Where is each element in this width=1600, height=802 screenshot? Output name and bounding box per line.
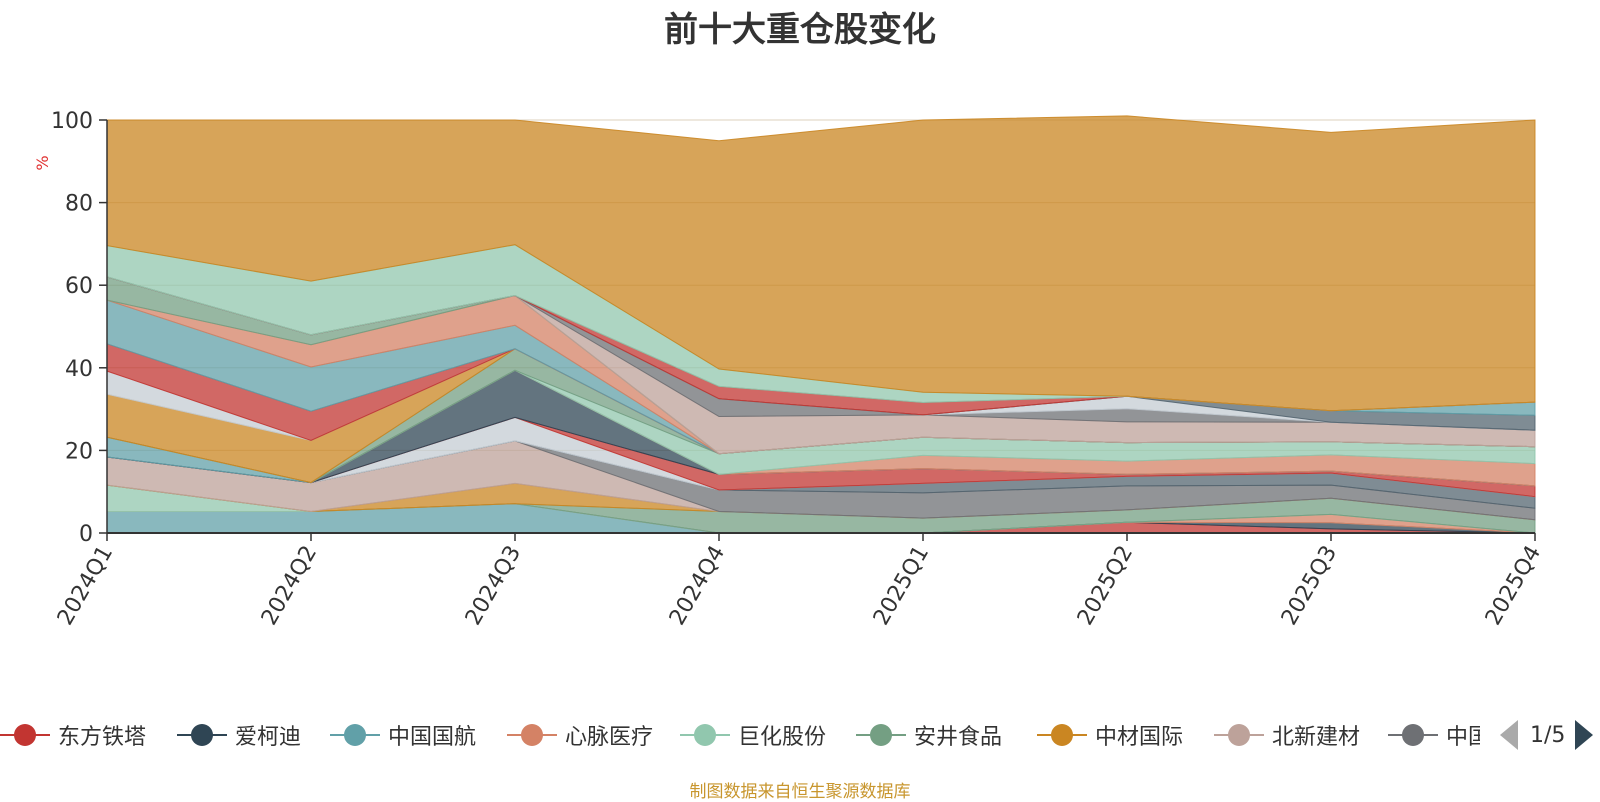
legend-label: 中国中免: [1446, 725, 1480, 750]
legend-marker-icon: [330, 721, 380, 749]
legend-marker-icon: [1214, 721, 1264, 749]
y-tick-label-4: 80: [65, 192, 93, 217]
legend-label: 中国国航: [388, 725, 477, 750]
x-tick-label-2: 2024Q3: [461, 542, 526, 630]
x-tick-label-0: 2024Q1: [53, 542, 118, 630]
legend-item-8[interactable]: 中国中免: [1388, 715, 1480, 755]
legend-page-indicator: 1/5: [1530, 722, 1566, 748]
legend-label: 爱柯迪: [235, 725, 302, 750]
legend-marker-icon: [680, 721, 730, 749]
legend-pager: 1/5: [1500, 715, 1594, 755]
legend-marker-icon: [0, 721, 50, 749]
y-tick-label-5: 100: [51, 109, 93, 134]
x-tick-label-6: 2025Q3: [1277, 542, 1342, 630]
legend-marker-icon: [507, 721, 557, 749]
area-series-30[interactable]: 其他: [106, 115, 1536, 412]
y-axis-unit-label: %: [33, 155, 52, 170]
y-tick-label-0: 0: [79, 522, 93, 547]
legend-marker-icon: [177, 721, 227, 749]
legend-label: 中材国际: [1095, 725, 1184, 750]
data-source-note: 制图数据来自恒生聚源数据库: [689, 782, 911, 802]
legend-label: 东方铁塔: [58, 725, 147, 750]
x-tick-label-4: 2025Q1: [869, 542, 934, 630]
x-tick-label-5: 2025Q2: [1073, 542, 1138, 630]
chart-title: 前十大重仓股变化: [664, 10, 936, 50]
y-tick-label-1: 20: [65, 439, 93, 464]
stacked-area-chart: 东方铁塔爱柯迪中国国航心脉医疗巨化股份安井食品中材国际北新建材中国中免三一重工紫…: [33, 109, 1546, 630]
legend-marker-icon: [856, 721, 906, 749]
legend-label: 北新建材: [1272, 725, 1361, 750]
y-tick-label-3: 60: [65, 274, 93, 299]
y-tick-label-2: 40: [65, 357, 93, 382]
legend-label: 心脉医疗: [565, 725, 654, 750]
legend-next-page-button[interactable]: [1575, 720, 1594, 750]
legend-item-2[interactable]: 中国国航: [330, 715, 476, 755]
legend-item-1[interactable]: 爱柯迪: [177, 715, 301, 755]
legend-item-6[interactable]: 中材国际: [1037, 715, 1183, 755]
legend-prev-page-button[interactable]: [1500, 720, 1518, 750]
legend-item-0[interactable]: 东方铁塔: [0, 715, 146, 755]
area-series-group: 东方铁塔爱柯迪中国国航心脉医疗巨化股份安井食品中材国际北新建材中国中免三一重工紫…: [106, 115, 1536, 534]
legend-item-4[interactable]: 巨化股份: [680, 715, 826, 755]
x-tick-label-3: 2024Q4: [665, 542, 730, 630]
legend: 东方铁塔 爱柯迪 中国国航 心脉医疗 巨化股份 安井食品 中材国际 北新建材 中国中免 1/5: [0, 715, 1600, 755]
legend-items: 东方铁塔 爱柯迪 中国国航 心脉医疗 巨化股份 安井食品 中材国际 北新建材 中国中免: [0, 715, 1480, 755]
x-tick-label-1: 2024Q2: [257, 542, 322, 630]
legend-item-7[interactable]: 北新建材: [1214, 715, 1360, 755]
x-tick-label-7: 2025Q4: [1481, 542, 1546, 630]
legend-marker-icon: [1037, 721, 1087, 749]
legend-marker-icon: [1388, 721, 1438, 749]
legend-item-3[interactable]: 心脉医疗: [507, 715, 653, 755]
legend-label: 安井食品: [914, 725, 1003, 750]
legend-item-5[interactable]: 安井食品: [856, 715, 1002, 755]
legend-label: 巨化股份: [738, 725, 827, 750]
